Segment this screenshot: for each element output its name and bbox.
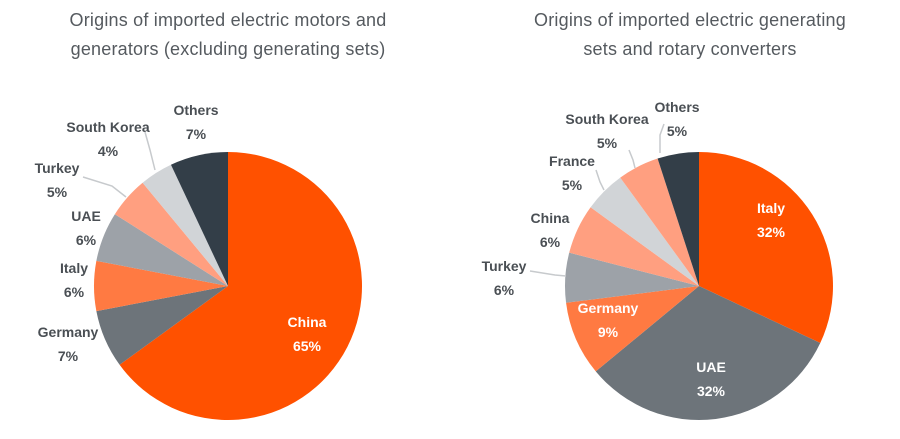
chart-2-title-line-1: Origins of imported electric generating [534, 10, 846, 30]
chart-2-title: Origins of imported electric generating … [480, 6, 900, 64]
pie-2-label-uae: UAE [696, 359, 726, 375]
pie-2-slice-turkey [565, 252, 699, 303]
pie-2-slice-china [569, 207, 699, 286]
pie-1-label-germany: Germany [38, 324, 99, 340]
pie-2-value-china: 6% [540, 234, 561, 250]
pie-1-label-uae: UAE [71, 208, 101, 224]
pie-2-label-germany: Germany [578, 300, 639, 316]
pie-1-slice-others [170, 152, 228, 286]
pie-1-slice-turkey [114, 182, 228, 286]
pie-1-leader-south-korea [144, 131, 156, 171]
pie-2-label-italy: Italy [757, 200, 785, 216]
pie-2-leader-others [659, 123, 665, 153]
pie-1-label-italy: Italy [60, 260, 88, 276]
pie-2-label-others: Others [654, 99, 699, 115]
pie-chart-2: Italy 32% UAE 32% Germany 9% Turkey 6% China 6% Fr… [482, 99, 834, 420]
pie-2-label-turkey: Turkey [482, 258, 527, 274]
pie-2-leader-turkey [529, 270, 567, 277]
pie-2-slice-germany [566, 286, 699, 372]
pie-2-value-italy: 32% [757, 224, 786, 240]
pie-1-value-italy: 6% [64, 284, 85, 300]
pie-1-value-turkey: 5% [47, 184, 68, 200]
pie-1-value-south-korea: 4% [98, 143, 119, 159]
pie-1-value-others: 7% [186, 126, 207, 142]
pie-1-label-south-korea: South Korea [66, 119, 149, 135]
pie-2-value-south-korea: 5% [597, 135, 618, 151]
pie-1-label-others: Others [173, 102, 218, 118]
pie-1-slice-uae [96, 214, 229, 286]
pie-2-value-uae: 32% [697, 383, 726, 399]
pie-2-label-south-korea: South Korea [565, 111, 648, 127]
chart-1-title-line-2: generators (excluding generating sets) [70, 39, 386, 59]
pie-2-value-france: 5% [562, 177, 583, 193]
chart-2-title-line-2: sets and rotary converters [583, 39, 797, 59]
pie-1-value-germany: 7% [58, 348, 79, 364]
pie-1-leader-turkey [82, 176, 127, 198]
pie-1-value-china: 65% [293, 338, 322, 354]
pie-2-value-germany: 9% [598, 324, 619, 340]
pie-2-label-china: China [531, 210, 570, 226]
pie-1-label-turkey: Turkey [35, 160, 80, 176]
pie-1-slice-china [119, 152, 363, 420]
pie-2-slice-france [590, 177, 699, 286]
pie-2-slice-uae [595, 286, 821, 420]
pie-1-value-uae: 6% [76, 232, 97, 248]
pie-1-slice-germany [96, 286, 229, 365]
pie-2-slice-south-korea [620, 158, 699, 286]
pie-2-leader-france [595, 169, 605, 191]
chart-1-title-line-1: Origins of imported electric motors and [69, 10, 387, 30]
pie-chart-1: China 65% Germany 7% Italy 6% UAE 6% Turkey 5% Sou… [35, 102, 363, 420]
pie-2-leader-south-korea [628, 149, 636, 169]
pie-2-value-turkey: 6% [494, 282, 515, 298]
pie-2-slice-others [657, 152, 699, 286]
pie-2-value-others: 5% [667, 123, 688, 139]
pie-1-label-china: China [288, 314, 327, 330]
pie-2-label-france: France [549, 153, 595, 169]
chart-1-title: Origins of imported electric motors and … [18, 6, 438, 64]
pie-2-slice-italy [699, 152, 834, 344]
pie-1-slice-south-korea [142, 164, 228, 286]
pie-1-slice-italy [93, 260, 228, 312]
